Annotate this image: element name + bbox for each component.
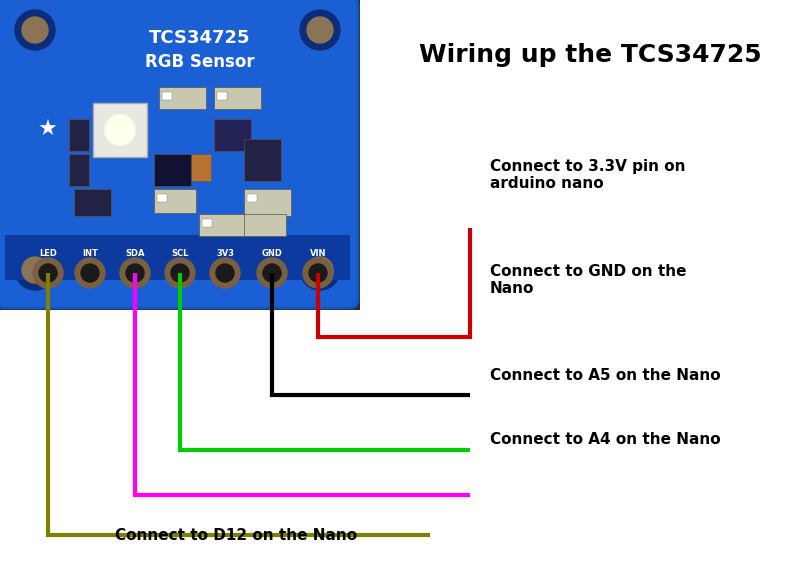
Text: Connect to A5 on the Nano: Connect to A5 on the Nano bbox=[490, 368, 721, 383]
Circle shape bbox=[15, 10, 55, 50]
Circle shape bbox=[257, 258, 287, 288]
Text: Wiring up the TCS34725: Wiring up the TCS34725 bbox=[418, 43, 762, 67]
Text: TCS34725: TCS34725 bbox=[150, 29, 250, 47]
Circle shape bbox=[33, 258, 63, 288]
Circle shape bbox=[15, 250, 55, 290]
Text: 3V3: 3V3 bbox=[216, 249, 234, 258]
Text: LED: LED bbox=[39, 249, 57, 258]
Circle shape bbox=[210, 258, 240, 288]
FancyBboxPatch shape bbox=[69, 154, 89, 186]
Text: RGB Sensor: RGB Sensor bbox=[145, 53, 255, 71]
Text: ★: ★ bbox=[38, 120, 58, 140]
FancyBboxPatch shape bbox=[202, 219, 212, 227]
FancyBboxPatch shape bbox=[69, 119, 89, 151]
Circle shape bbox=[263, 264, 281, 282]
Text: SDA: SDA bbox=[126, 249, 145, 258]
FancyBboxPatch shape bbox=[199, 214, 246, 236]
FancyBboxPatch shape bbox=[244, 139, 281, 181]
FancyBboxPatch shape bbox=[0, 0, 360, 310]
Circle shape bbox=[300, 10, 340, 50]
FancyBboxPatch shape bbox=[244, 214, 286, 236]
FancyBboxPatch shape bbox=[159, 87, 206, 109]
FancyBboxPatch shape bbox=[217, 92, 227, 100]
Circle shape bbox=[309, 264, 327, 282]
Circle shape bbox=[39, 264, 57, 282]
FancyBboxPatch shape bbox=[5, 235, 350, 280]
FancyBboxPatch shape bbox=[74, 189, 111, 216]
Text: Connect to A4 on the Nano: Connect to A4 on the Nano bbox=[490, 432, 721, 447]
Circle shape bbox=[81, 264, 99, 282]
FancyBboxPatch shape bbox=[93, 103, 147, 157]
Circle shape bbox=[165, 258, 195, 288]
Text: Connect to 3.3V pin on
arduino nano: Connect to 3.3V pin on arduino nano bbox=[490, 159, 686, 191]
Circle shape bbox=[307, 257, 333, 283]
Circle shape bbox=[126, 264, 144, 282]
FancyBboxPatch shape bbox=[154, 189, 196, 213]
Text: Connect to D12 on the Nano: Connect to D12 on the Nano bbox=[115, 528, 357, 543]
FancyBboxPatch shape bbox=[244, 189, 291, 216]
Text: INT: INT bbox=[82, 249, 98, 258]
Text: SCL: SCL bbox=[171, 249, 189, 258]
FancyBboxPatch shape bbox=[162, 92, 172, 100]
FancyBboxPatch shape bbox=[0, 0, 358, 308]
Circle shape bbox=[75, 258, 105, 288]
FancyBboxPatch shape bbox=[214, 119, 251, 151]
Circle shape bbox=[22, 257, 48, 283]
Circle shape bbox=[307, 17, 333, 43]
Circle shape bbox=[303, 258, 333, 288]
FancyBboxPatch shape bbox=[169, 154, 211, 181]
Circle shape bbox=[216, 264, 234, 282]
Circle shape bbox=[300, 250, 340, 290]
Text: VIN: VIN bbox=[310, 249, 326, 258]
FancyBboxPatch shape bbox=[247, 194, 257, 202]
Circle shape bbox=[120, 258, 150, 288]
FancyBboxPatch shape bbox=[214, 87, 261, 109]
FancyBboxPatch shape bbox=[154, 154, 191, 186]
Circle shape bbox=[171, 264, 189, 282]
FancyBboxPatch shape bbox=[157, 194, 167, 202]
Text: Connect to GND on the
Nano: Connect to GND on the Nano bbox=[490, 264, 686, 296]
Text: GND: GND bbox=[262, 249, 282, 258]
Circle shape bbox=[22, 17, 48, 43]
Circle shape bbox=[105, 115, 135, 145]
